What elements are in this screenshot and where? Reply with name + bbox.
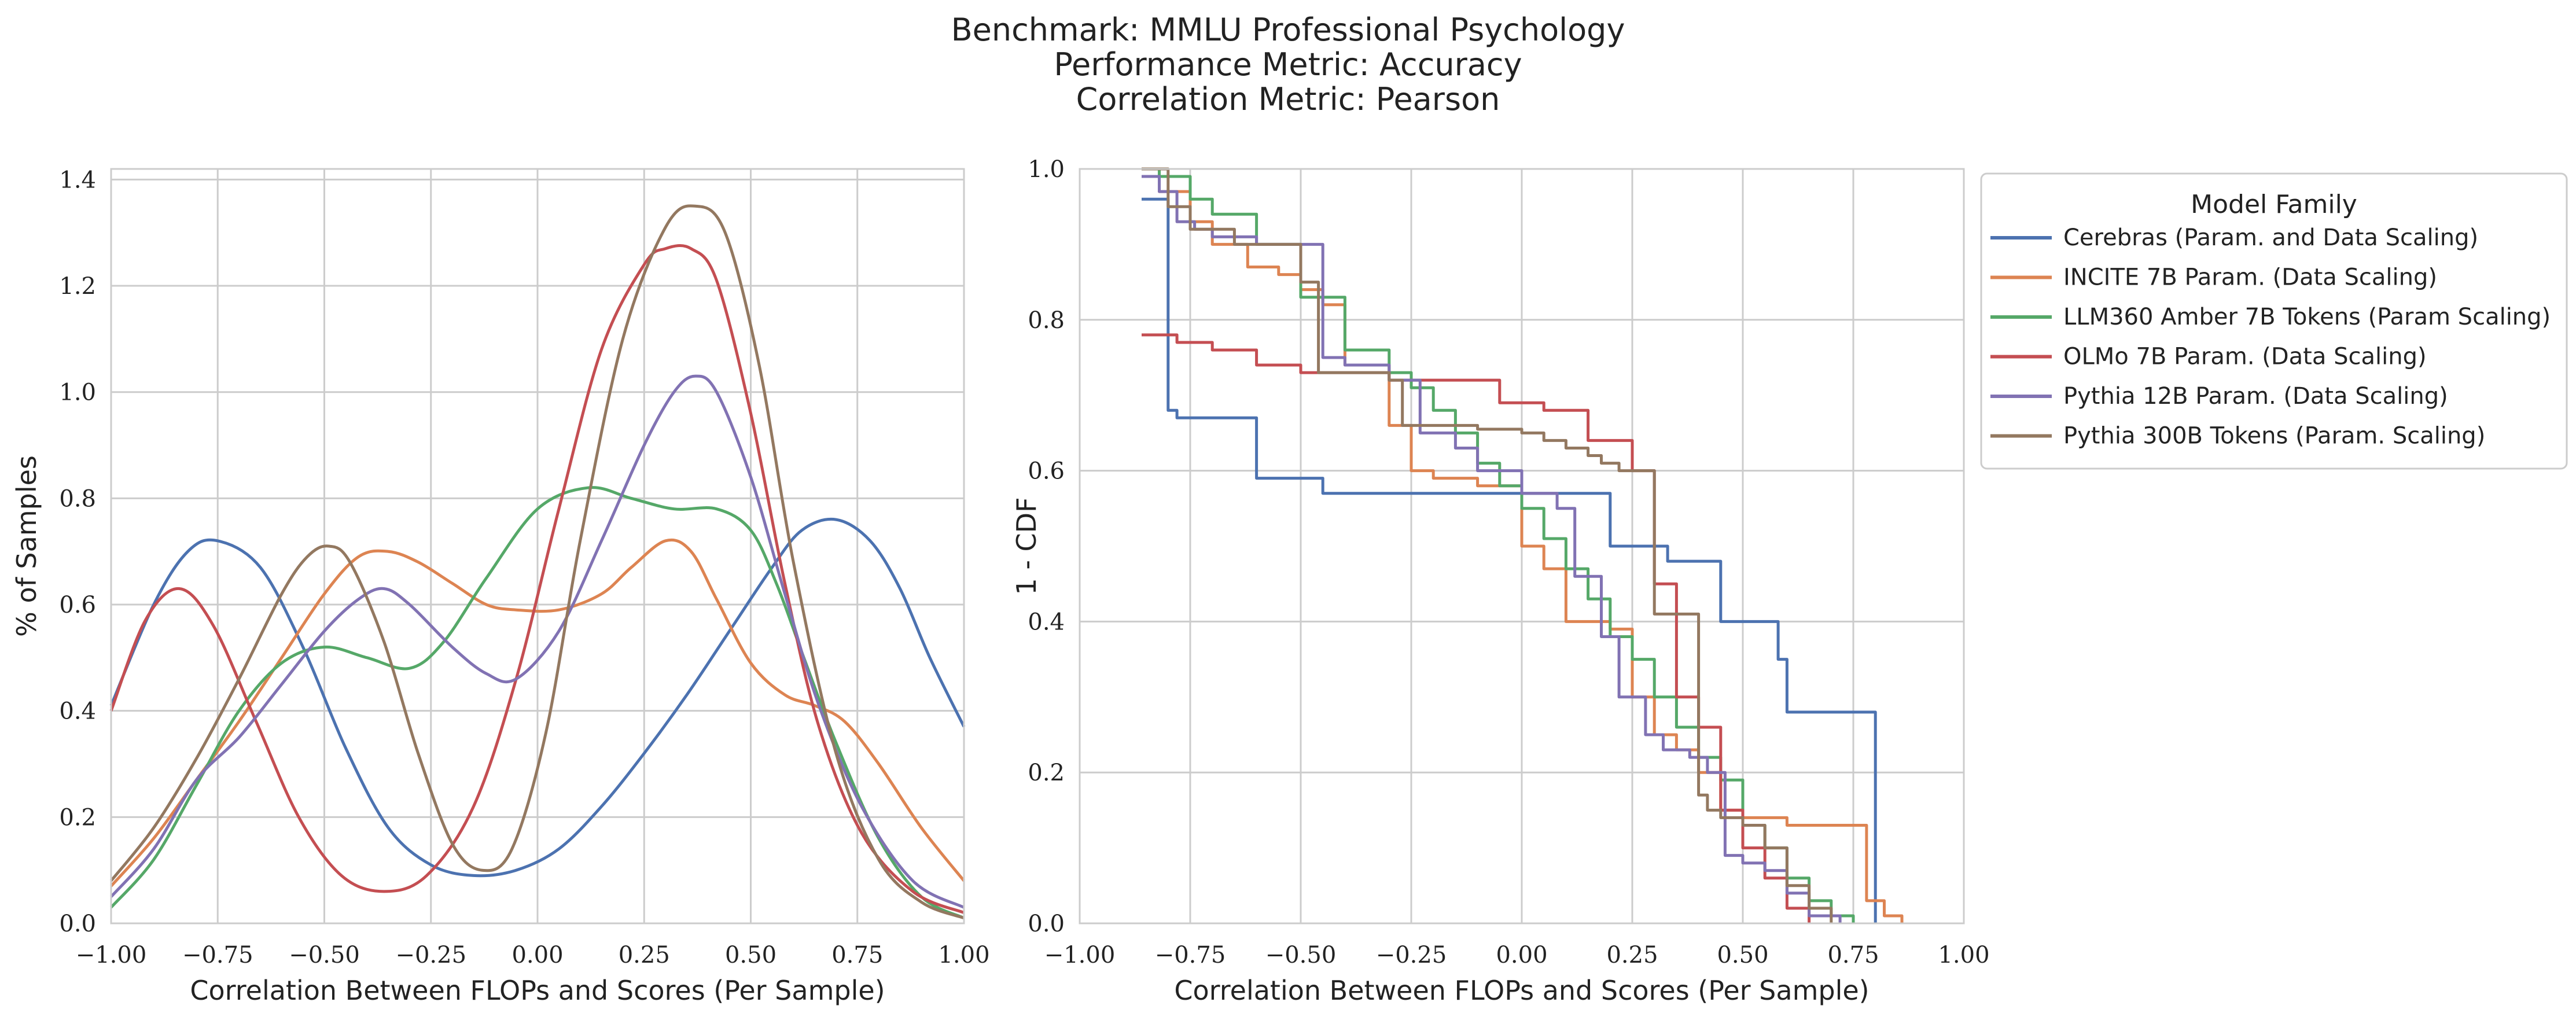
legend-title: Model Family [2191, 190, 2357, 219]
kde-grid [110, 169, 965, 924]
cdf-y-tick-label: 0.0 [1028, 911, 1065, 937]
cdf-y-tick-label: 0.2 [1028, 760, 1065, 786]
kde-line-incite-7b-param-data-scaling [110, 538, 965, 887]
cdf-plot: −1.00 −0.75 −0.50 −0.25 0.00 0.25 0.50 0.75 1.00… [1011, 156, 1990, 1006]
cdf-x-tick-label: −0.25 [1376, 942, 1447, 968]
kde-y-tick-label: 1.2 [59, 273, 96, 300]
cdf-x-axis-label: Correlation Between FLOPs and Scores (Pe… [1174, 975, 1869, 1006]
kde-plot: −1.00 −0.75 −0.50 −0.25 0.00 0.25 0.50 0.75 1.00… [11, 167, 990, 1006]
kde-y-tick-label: 1.4 [59, 167, 96, 193]
kde-y-tick-label: 1.0 [59, 380, 96, 406]
cdf-line-llm360-amber-7b-tokens-param-scaling [1142, 167, 1855, 923]
kde-y-tick-label: 0.4 [59, 698, 96, 725]
legend-label-incite-7b-param-data-scaling: INCITE 7B Param. (Data Scaling) [2063, 264, 2437, 291]
kde-y-tick-label: 0.6 [59, 592, 96, 618]
kde-plot-frame [110, 168, 965, 924]
kde-x-tick-label: 0.00 [511, 942, 563, 968]
kde-y-axis-label: % of Samples [11, 455, 42, 637]
title-line-1: Benchmark: MMLU Professional Psychology [951, 12, 1625, 48]
cdf-y-tick-label: 0.4 [1028, 609, 1065, 635]
title-line-3: Correlation Metric: Pearson [1076, 81, 1500, 117]
cdf-plot-frame [1079, 168, 1965, 924]
cdf-x-tick-label: −1.00 [1044, 942, 1116, 968]
kde-x-tick-label: 0.75 [831, 942, 883, 968]
cdf-x-tick-label: 0.25 [1606, 942, 1658, 968]
cdf-x-tick-label: 0.75 [1827, 942, 1879, 968]
cdf-x-tick-label: −0.50 [1265, 942, 1337, 968]
kde-x-tick-label: 1.00 [938, 942, 989, 968]
kde-y-tick-label: 0.0 [59, 911, 96, 937]
cdf-x-tick-labels: −1.00 −0.75 −0.50 −0.25 0.00 0.25 0.50 0.75 1.00 [1044, 942, 1990, 968]
kde-x-tick-label: −1.00 [76, 942, 147, 968]
cdf-line-incite-7b-param-data-scaling [1142, 167, 1904, 923]
cdf-line-olmo-7b-param-data-scaling [1142, 333, 1811, 923]
cdf-y-tick-label: 0.6 [1028, 458, 1065, 485]
kde-y-tick-label: 0.8 [59, 485, 96, 512]
legend-label-llm360-amber-7b-tokens-param-scaling: LLM360 Amber 7B Tokens (Param Scaling) [2063, 304, 2551, 330]
cdf-line-pythia-12b-param-data-scaling [1142, 175, 1842, 923]
legend: Model Family Cerebras (Param. and Data S… [1980, 172, 2568, 470]
legend-label-cerebras-param-and-data-scaling: Cerebras (Param. and Data Scaling) [2063, 224, 2478, 251]
cdf-x-tick-label: 0.50 [1717, 942, 1768, 968]
cdf-line-cerebras-param-and-data-scaling [1142, 197, 1877, 923]
cdf-x-tick-label: 0.00 [1496, 942, 1547, 968]
cdf-line-pythia-300b-tokens-param-scaling [1142, 167, 1833, 923]
kde-line-pythia-300b-tokens-param-scaling [110, 204, 965, 920]
legend-label-pythia-300b-tokens-param-scaling: Pythia 300B Tokens (Param. Scaling) [2063, 423, 2485, 450]
cdf-y-tick-label: 1.0 [1028, 156, 1065, 183]
kde-x-tick-label: −0.25 [395, 942, 466, 968]
figure-title: Benchmark: MMLU Professional Psychology … [951, 12, 1625, 117]
kde-series-lines [109, 204, 966, 920]
kde-x-tick-labels: −1.00 −0.75 −0.50 −0.25 0.00 0.25 0.50 0.75 1.00 [76, 942, 990, 968]
cdf-y-tick-labels: 0.0 0.2 0.4 0.6 0.8 1.0 [1028, 156, 1065, 937]
kde-x-axis-label: Correlation Between FLOPs and Scores (Pe… [190, 975, 885, 1006]
kde-x-tick-label: −0.75 [182, 942, 253, 968]
title-line-2: Performance Metric: Accuracy [1054, 46, 1522, 83]
kde-y-tick-labels: 0.0 0.2 0.4 0.6 0.8 1.0 1.2 1.4 [59, 167, 96, 937]
kde-y-tick-label: 0.2 [59, 804, 96, 831]
cdf-series-lines [1142, 167, 1904, 923]
kde-x-tick-label: 0.50 [725, 942, 777, 968]
kde-line-pythia-12b-param-data-scaling [110, 374, 965, 909]
kde-x-tick-label: 0.25 [619, 942, 670, 968]
cdf-x-tick-label: −0.75 [1155, 942, 1226, 968]
legend-items: Cerebras (Param. and Data Scaling) INCITE… [1990, 224, 2551, 450]
legend-label-pythia-12b-param-data-scaling: Pythia 12B Param. (Data Scaling) [2063, 383, 2448, 410]
cdf-y-tick-label: 0.8 [1028, 307, 1065, 334]
cdf-x-tick-label: 1.00 [1938, 942, 1989, 968]
legend-box [1980, 172, 2568, 470]
kde-x-tick-label: −0.50 [289, 942, 360, 968]
cdf-y-axis-label: 1 - CDF [1011, 497, 1042, 595]
legend-label-olmo-7b-param-data-scaling: OLMo 7B Param. (Data Scaling) [2063, 344, 2427, 370]
kde-line-cerebras-param-and-data-scaling [109, 517, 966, 878]
